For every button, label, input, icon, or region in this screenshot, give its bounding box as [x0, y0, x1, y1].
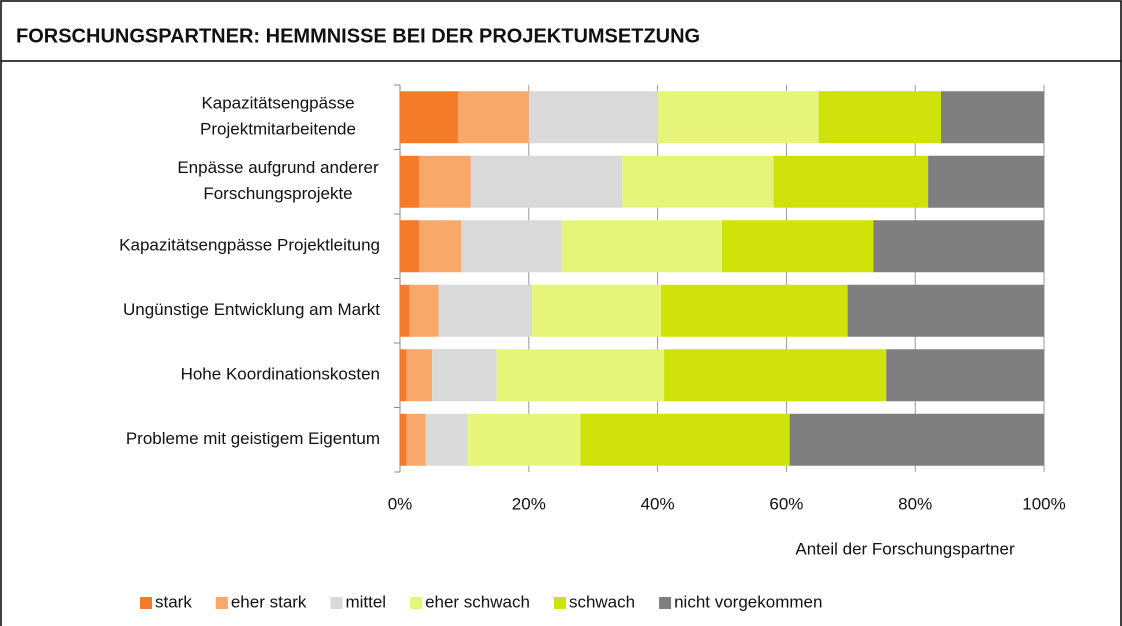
bar-segment — [419, 155, 471, 208]
legend-swatch — [410, 597, 423, 609]
bar-segment — [409, 284, 439, 337]
bar-segment — [425, 413, 468, 466]
y-tick-label: Probleme mit geistigem Eigentum — [126, 429, 380, 448]
bar-segment — [470, 155, 623, 208]
bar-segment — [657, 91, 819, 144]
bar-segment — [847, 284, 1044, 337]
bar-segment — [773, 155, 929, 208]
bar-segment — [528, 91, 658, 144]
legend-label: stark — [155, 592, 192, 611]
x-tick-label: 80% — [898, 494, 932, 513]
y-tick-label: Ungünstige Entwicklung am Markt — [123, 300, 380, 319]
legend-label: mittel — [345, 592, 386, 611]
bar-segment — [940, 91, 1044, 144]
bar-segment — [561, 220, 722, 273]
bar-segment — [400, 155, 420, 208]
x-tick-label: 40% — [641, 494, 675, 513]
bar-segment — [532, 284, 661, 337]
x-tick-label: 20% — [512, 494, 546, 513]
y-tick-label: Enpässe aufgrund anderer Forschungsprojek… — [177, 158, 379, 203]
y-tick-label: Kapazitätsengpässe Projektleitung — [119, 236, 380, 255]
bar-segment — [467, 413, 581, 466]
bar-segment — [722, 220, 874, 273]
bar-segment — [457, 91, 529, 144]
bar-segment — [432, 349, 497, 402]
bar-segment — [496, 349, 665, 402]
bar-segment — [873, 220, 1044, 273]
bar-segment — [789, 413, 1044, 466]
bar-segment — [438, 284, 533, 337]
bar-segment — [461, 220, 561, 273]
bar-segment — [400, 91, 458, 144]
legend-swatch — [215, 597, 228, 609]
bar-segment — [400, 349, 407, 402]
bar-segment — [622, 155, 774, 208]
bar-segment — [406, 349, 433, 402]
bar-segment — [400, 220, 420, 273]
bar-segment — [580, 413, 790, 466]
bar-segment — [660, 284, 848, 337]
legend-label: eher stark — [231, 592, 307, 611]
bar-segment — [886, 349, 1044, 402]
legend-label: nicht vorgekommen — [674, 592, 822, 611]
bar-segment — [406, 413, 426, 466]
bar-segment — [928, 155, 1044, 208]
y-tick-label: Hohe Koordinationskosten — [181, 365, 380, 384]
bar-segment — [664, 349, 887, 402]
legend-swatch — [330, 597, 343, 609]
chart-title: FORSCHUNGSPARTNER: HEMMNISSE BEI DER PRO… — [16, 25, 700, 47]
x-tick-label: 60% — [769, 494, 803, 513]
y-tick-label: Kapazitätsengpässe Projektmitarbeitende — [200, 94, 356, 139]
bar-segment — [400, 284, 410, 337]
legend-swatch — [140, 597, 152, 609]
legend-swatch — [659, 597, 672, 609]
legend-label: eher schwach — [425, 592, 530, 611]
x-tick-label: 100% — [1022, 494, 1065, 513]
bar-segment — [419, 220, 462, 273]
x-axis-label: Anteil der Forschungspartner — [795, 539, 1015, 558]
bar-segment — [400, 413, 407, 466]
x-tick-label: 0% — [388, 494, 413, 513]
legend-swatch — [553, 597, 566, 609]
bar-segment — [818, 91, 941, 144]
legend-label: schwach — [569, 592, 635, 611]
